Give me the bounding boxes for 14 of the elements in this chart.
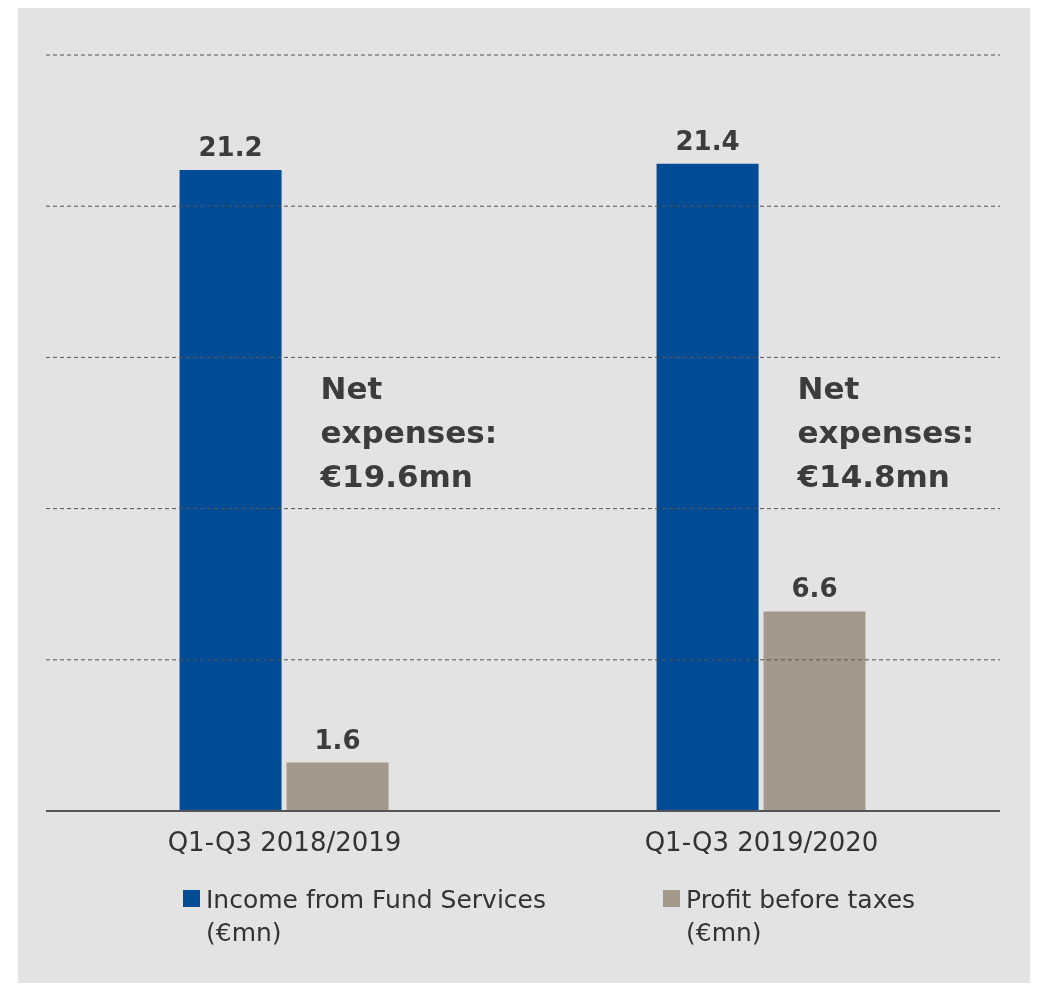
bar xyxy=(656,163,759,811)
x-tick-label: Q1-Q3 2018/2019 xyxy=(167,827,402,858)
legend-label: Profit before taxes (€mn) xyxy=(686,884,917,949)
annotation: Net expenses: €19.6mn xyxy=(319,370,498,494)
data-label: 6.6 xyxy=(791,573,838,604)
bar xyxy=(763,611,866,811)
data-label: 21.4 xyxy=(675,125,740,156)
bar xyxy=(286,762,389,811)
data-label: 1.6 xyxy=(314,724,361,755)
bar xyxy=(179,169,282,811)
x-tick-label: Q1-Q3 2019/2020 xyxy=(644,827,879,858)
data-label: 21.2 xyxy=(198,131,263,162)
legend-label: Income from Fund Services (€mn) xyxy=(206,884,547,949)
annotation: Net expenses: €14.8mn xyxy=(796,370,975,494)
